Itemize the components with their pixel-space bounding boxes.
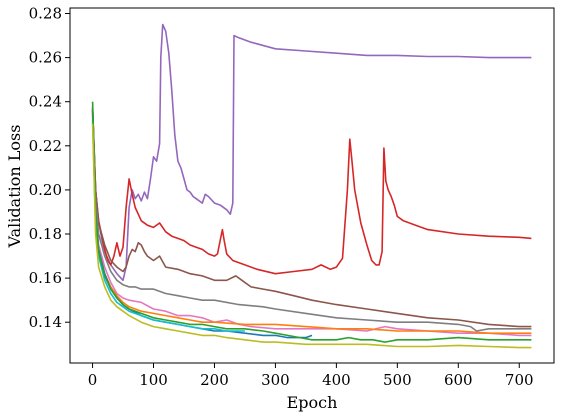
series-line-6 <box>91 114 532 334</box>
y-tick-label: 0.24 <box>29 93 62 111</box>
y-tick-label: 0.26 <box>29 49 62 67</box>
x-tick-label: 600 <box>444 371 473 389</box>
x-tick-label: 500 <box>383 371 412 389</box>
x-tick-label: 700 <box>505 371 534 389</box>
x-axis-label: Epoch <box>287 393 338 412</box>
y-tick-label: 0.16 <box>29 269 62 287</box>
y-tick-label: 0.20 <box>29 181 62 199</box>
x-tick-label: 0 <box>88 371 98 389</box>
x-axis: 0 100 200 300 400 500 600 700 <box>88 363 534 389</box>
series-layer <box>91 23 532 349</box>
series-line-9 <box>91 101 532 343</box>
x-tick-label: 200 <box>200 371 229 389</box>
x-tick-label: 300 <box>261 371 290 389</box>
y-tick-label: 0.14 <box>29 313 62 331</box>
y-axis: 0.14 0.16 0.18 0.20 0.22 0.24 0.26 0.28 <box>29 5 70 331</box>
series-line-1 <box>91 23 532 282</box>
series-line-2 <box>91 108 532 275</box>
plot-area-frame <box>69 7 555 364</box>
series-line-8 <box>91 119 245 332</box>
x-tick-label: 400 <box>322 371 351 389</box>
x-tick-label: 100 <box>139 371 168 389</box>
series-line-3 <box>91 108 532 328</box>
y-axis-label: Validation Loss <box>5 125 24 249</box>
y-tick-label: 0.28 <box>29 5 62 23</box>
y-tick-label: 0.22 <box>29 137 62 155</box>
series-line-4 <box>91 110 532 332</box>
y-tick-label: 0.18 <box>29 225 62 243</box>
series-line-10 <box>91 123 532 349</box>
